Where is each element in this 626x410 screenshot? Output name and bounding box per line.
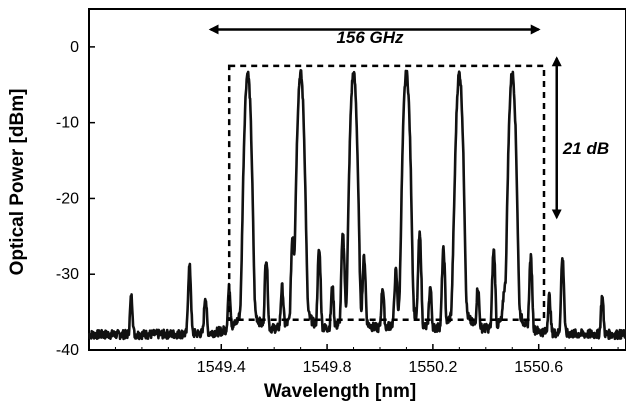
y-axis: 0 -10 -20 -30 -40 xyxy=(56,39,95,359)
x-tick-label: 1550.2 xyxy=(408,359,457,376)
plot-frame xyxy=(88,8,626,351)
x-tick-label: 1549.4 xyxy=(197,359,246,376)
y-axis-title: Optical Power [dBm] xyxy=(7,89,28,276)
y-tick-label: 0 xyxy=(70,39,79,56)
spectrum-trace xyxy=(87,69,626,341)
x-tick-label: 1550.6 xyxy=(514,359,563,376)
y-tick-label: -10 xyxy=(56,115,79,132)
y-tick-label: -20 xyxy=(56,190,79,207)
span-label: 156 GHz xyxy=(336,28,404,47)
comb-window-box xyxy=(227,64,546,321)
x-axis-title: Wavelength [nm] xyxy=(264,381,416,402)
x-tick-label: 1549.8 xyxy=(303,359,352,376)
y-tick-label: -40 xyxy=(56,342,79,359)
y-tick-label: -30 xyxy=(56,266,79,283)
depth-label: 21 dB xyxy=(562,139,609,158)
x-axis: 1549.4 1549.8 1550.2 1550.6 xyxy=(114,344,619,376)
